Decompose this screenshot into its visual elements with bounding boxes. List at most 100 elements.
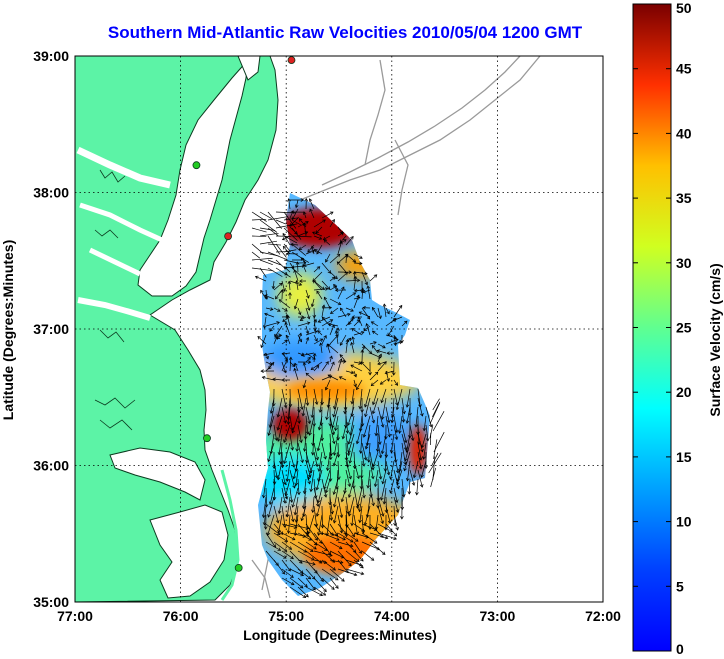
velocity-vector-head [396,485,400,490]
velocity-vector-head [344,254,349,258]
velocity-vector-head [334,330,339,334]
velocity-vector-head [282,232,286,237]
velocity-vector [325,253,331,263]
james-river [77,297,151,321]
velocity-vector [361,478,365,498]
velocity-vector-head [321,316,326,321]
velocity-vector [369,406,375,423]
velocity-vector-head [260,369,264,373]
velocity-vector-head [310,245,315,250]
velocity-vector [281,406,286,424]
velocity-vector [423,415,427,431]
velocity-vector-head [364,271,368,276]
radar-station-marker [203,434,211,443]
velocity-vector [313,353,316,363]
velocity-vector [313,586,326,596]
velocity-vector [303,223,307,237]
colorbar-tick-label: 5 [676,578,684,594]
velocity-vector [305,586,323,596]
velocity-vector [381,433,387,454]
velocity-vector [303,211,307,219]
velocity-vector-head [317,468,322,472]
velocity-vector-head [290,574,294,578]
velocity-vector [313,550,333,557]
velocity-vector-head [360,361,365,365]
velocity-vector [313,388,318,405]
velocity-vector [335,415,339,431]
velocity-vector-head [422,427,427,432]
velocity-vector [329,356,333,363]
velocity-vector-head [369,494,373,498]
velocity-vector-head [277,510,282,515]
velocity-vector-head [347,494,352,498]
velocity-vector-head [315,364,320,369]
velocity-vector [272,280,275,289]
velocity-vector [259,211,272,219]
velocity-vector-head [312,352,317,357]
velocity-vector [309,415,315,436]
velocity-vector [281,568,294,578]
velocity-vector-head [254,275,259,280]
velocity-vector-head [394,382,399,386]
radar-station-marker [224,232,233,241]
velocity-vector-head [400,506,405,511]
velocity-vector [406,388,411,408]
velocity-vector-head [348,270,352,275]
velocity-vector [417,397,423,417]
velocity-vector [279,299,291,309]
velocity-vector-head [298,218,303,222]
velocity-vector-head [323,588,327,593]
velocity-vector [281,532,296,541]
velocity-vector-head [347,312,351,317]
velocity-vector [353,550,364,562]
velocity-vector [264,505,267,525]
velocity-vector-head [290,242,294,247]
velocity-vector [399,451,403,472]
velocity-vector [357,317,363,327]
velocity-vector-head [391,372,396,376]
velocity-vector [363,325,371,331]
velocity-vector [385,307,390,314]
velocity-vector [329,271,338,279]
velocity-vector [278,433,283,455]
velocity-vector [293,460,299,479]
velocity-vector [381,388,387,403]
velocity-vector-head [275,519,280,524]
velocity-vector [314,249,323,255]
velocity-vector-head [323,239,328,243]
velocity-vector-head [317,330,321,334]
velocity-vector-head [323,296,328,301]
velocity-vector-head [329,553,333,557]
velocity-vector [283,265,306,269]
velocity-vector-head [358,519,362,524]
velocity-vector-head [298,332,303,337]
velocity-vector-head [294,204,299,209]
velocity-vector-head [395,338,399,342]
velocity-vector-head [356,278,361,283]
potomac-river [76,146,171,189]
velocity-vector-head [282,245,287,250]
velocity-vector [361,288,364,300]
velocity-vector-head [267,458,271,463]
velocity-vector [329,361,335,372]
velocity-vector [310,469,315,492]
velocity-vector-head [308,198,313,202]
velocity-vector-head [353,383,357,388]
velocity-vector [393,341,403,345]
velocity-vector [270,397,275,414]
velocity-vector [295,469,299,486]
velocity-vector [348,433,355,454]
velocity-vector-head [352,271,357,275]
velocity-vector-head [360,287,365,292]
velocity-vector-head [365,323,369,327]
velocity-vector [311,246,315,255]
velocity-vector [277,397,283,418]
velocity-vector-head [366,285,371,289]
velocity-vector [321,305,325,318]
velocity-vector [377,353,382,363]
velocity-vector [401,320,408,327]
colorbar-label: Surface Velocity (cm/s) [707,263,723,416]
velocity-vector [428,452,442,474]
velocity-vector-head [269,307,274,311]
velocity-vector [267,251,288,261]
